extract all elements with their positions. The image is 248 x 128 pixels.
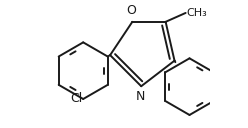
Text: CH₃: CH₃ xyxy=(187,8,208,18)
Text: O: O xyxy=(126,4,136,17)
Text: Cl: Cl xyxy=(70,93,82,105)
Text: N: N xyxy=(135,90,145,103)
